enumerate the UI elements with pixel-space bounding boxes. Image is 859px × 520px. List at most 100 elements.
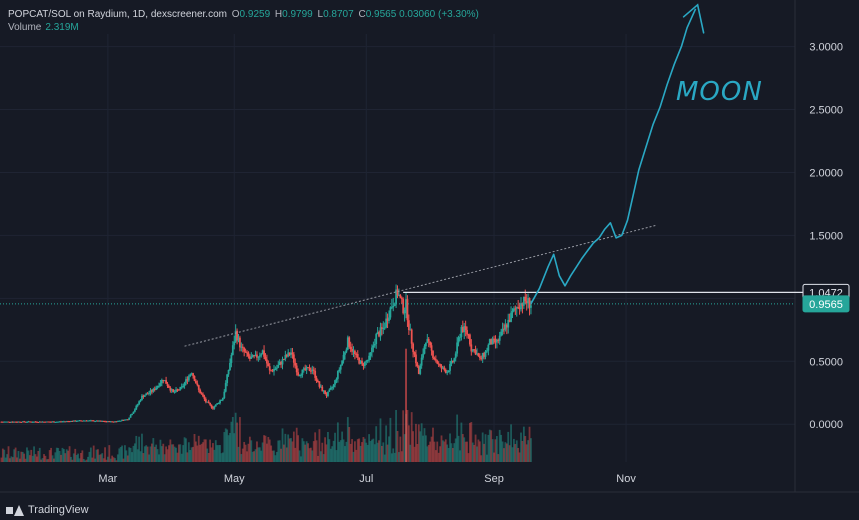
candle-body — [273, 369, 275, 372]
candle-body — [7, 421, 10, 423]
volume-bar — [339, 440, 342, 462]
volume-bar — [467, 453, 470, 462]
candle-body — [196, 383, 199, 386]
candle-body — [31, 421, 34, 423]
candle-body — [352, 350, 355, 352]
candle-body — [166, 383, 169, 386]
candle-body — [302, 368, 305, 370]
candle-body — [9, 421, 11, 423]
candle-body — [277, 364, 280, 368]
candle-body — [349, 346, 352, 350]
volume-bar — [520, 432, 522, 462]
y-tick-label: 0.5000 — [809, 356, 843, 368]
volume-bar — [454, 438, 457, 462]
volume-bar — [415, 423, 417, 462]
volume-bar — [114, 458, 116, 462]
volume-bar — [440, 435, 443, 462]
volume-bar — [37, 450, 40, 462]
candle-body — [102, 420, 105, 422]
candle-body — [508, 319, 511, 322]
volume-bar — [427, 444, 430, 462]
candle-body — [106, 421, 109, 423]
volume-bar — [290, 438, 292, 462]
candle-body — [454, 353, 457, 359]
volume-bar — [202, 442, 204, 462]
volume-bar — [75, 454, 78, 462]
candle-body — [80, 420, 82, 422]
volume-bar — [176, 452, 179, 462]
candle-body — [298, 375, 301, 377]
volume-bar — [212, 443, 214, 462]
candle-body — [288, 352, 291, 355]
volume-bar — [7, 446, 10, 462]
volume-bar — [348, 427, 351, 462]
candle-body — [136, 404, 139, 406]
candle-body — [484, 351, 487, 357]
candle-body — [217, 403, 220, 405]
candle-body — [451, 360, 454, 362]
volume-bar — [92, 445, 95, 462]
candle-body — [24, 421, 27, 423]
volume-bar — [231, 416, 234, 462]
candle-body — [308, 367, 311, 371]
candle-body — [501, 328, 504, 332]
volume-bar — [31, 455, 34, 462]
volume-bar — [416, 443, 419, 462]
candle-body — [18, 421, 21, 423]
volume-bar — [61, 447, 64, 462]
volume-bar — [169, 439, 172, 462]
volume-bar — [47, 459, 50, 462]
candle-body — [108, 421, 111, 423]
volume-bar — [48, 450, 51, 462]
volume-bar — [495, 436, 498, 462]
candle-body — [476, 353, 478, 355]
candle-body — [498, 335, 501, 341]
volume-bar — [314, 432, 317, 462]
candle-body — [268, 366, 271, 371]
volume-bar — [88, 451, 91, 462]
volume-bar — [241, 448, 244, 462]
volume-bar — [101, 453, 104, 462]
volume-bar — [322, 454, 325, 462]
volume-bar — [346, 417, 349, 462]
volume-bar — [24, 458, 27, 462]
candle-body — [72, 420, 75, 422]
candle-body — [155, 387, 158, 390]
candle-body — [402, 299, 405, 314]
volume-bar — [175, 447, 177, 462]
volume-bar — [45, 459, 48, 462]
candle-body — [274, 368, 277, 370]
volume-bar — [20, 451, 23, 462]
candle-body — [216, 403, 219, 405]
trendline — [184, 224, 656, 347]
volume-bar — [298, 450, 301, 462]
volume-bar — [380, 445, 383, 462]
candle-body — [111, 421, 114, 423]
volume-bar — [16, 457, 18, 462]
candle-body — [183, 382, 186, 387]
candle-body — [231, 345, 234, 355]
volume-bar — [149, 446, 152, 462]
candle-body — [112, 421, 115, 423]
volume-bar — [41, 458, 44, 462]
candle-body — [234, 330, 237, 342]
candle-body — [513, 308, 515, 312]
candle-body — [321, 386, 324, 392]
candle-body — [493, 338, 495, 340]
candle-body — [118, 420, 121, 422]
volume-bar — [460, 422, 463, 462]
volume-bar — [382, 442, 385, 462]
volume-bar — [247, 443, 250, 462]
candle-body — [40, 421, 43, 423]
tradingview-brand[interactable]: TradingView — [6, 504, 89, 516]
candle-body — [104, 421, 106, 423]
volume-bar — [234, 412, 237, 462]
volume-bar — [197, 435, 200, 462]
candle-body — [393, 304, 396, 306]
candle-body — [388, 317, 390, 321]
candle-body — [365, 360, 368, 362]
volume-bar — [342, 439, 345, 462]
candle-body — [156, 385, 159, 388]
